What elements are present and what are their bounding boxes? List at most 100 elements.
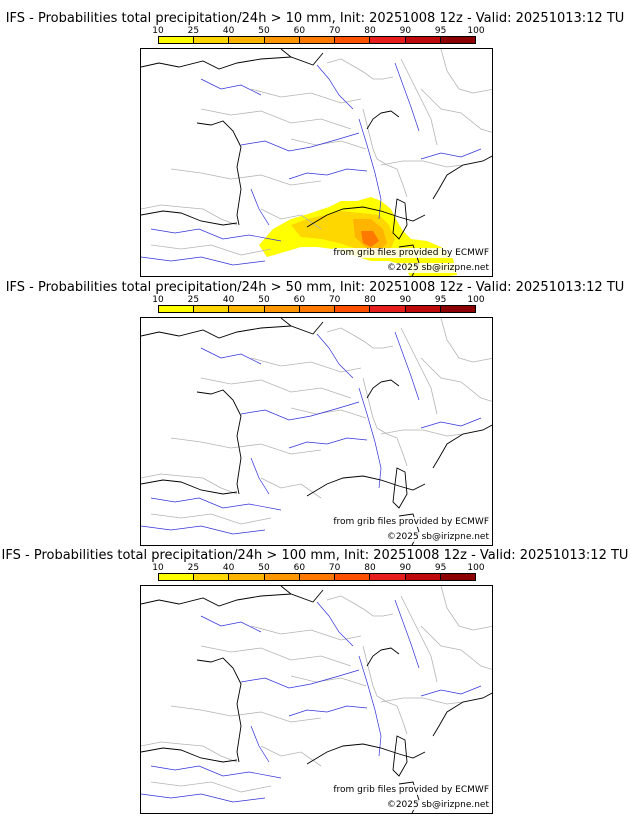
map-border-line <box>200 377 352 399</box>
map-river-line <box>200 615 262 633</box>
scale-tick-label: 25 <box>187 295 200 305</box>
map-coastline <box>392 198 408 240</box>
scale-swatch <box>229 37 265 43</box>
map-svg <box>141 49 492 276</box>
map-coastline <box>141 747 238 763</box>
map-border-line <box>400 327 438 415</box>
map-coastline <box>392 735 408 777</box>
map-coastline <box>141 52 324 70</box>
map-border-line <box>290 138 367 150</box>
map-border-line <box>420 357 492 402</box>
scale-tick-label: 95 <box>434 295 447 305</box>
map-border-line <box>170 437 322 455</box>
map-coastline <box>280 318 292 327</box>
scale-tick-label: 40 <box>222 295 235 305</box>
map-coastline <box>141 589 324 607</box>
panel-3-map: from grib files provided by ECMWF ©2025 … <box>140 585 493 814</box>
scale-swatch <box>194 306 230 312</box>
map-border-line <box>400 58 438 146</box>
map-border-line <box>400 595 438 683</box>
scale-tick-label: 10 <box>152 26 164 36</box>
map-coastline <box>306 475 426 497</box>
scale-swatch <box>440 306 475 312</box>
scale-tick-label: 50 <box>258 26 270 36</box>
map-river-line <box>240 669 360 689</box>
scale-swatch <box>370 306 406 312</box>
map-river-line <box>250 188 270 226</box>
scale-bar <box>158 573 476 581</box>
map-river-line <box>316 64 354 110</box>
map-river-line <box>141 256 266 266</box>
scale-swatch <box>264 306 300 312</box>
map-coastline <box>196 657 242 763</box>
map-river-line <box>250 725 270 763</box>
map-border-line <box>170 168 322 186</box>
scale-swatch <box>440 37 475 43</box>
scale-tick-label: 70 <box>328 26 341 36</box>
precip-area <box>361 231 379 247</box>
map-river-line <box>200 347 262 365</box>
map-coastline <box>280 49 292 58</box>
map-border-line <box>141 204 238 226</box>
map-river-line <box>358 118 382 220</box>
scale-swatch <box>159 574 195 580</box>
scale-bar <box>158 36 476 44</box>
scale-bar <box>158 305 476 313</box>
panel-2-color-scale: 10 25 40 50 60 70 80 90 95 100 <box>152 295 485 313</box>
scale-tick-label: 90 <box>399 295 412 305</box>
scale-tick-label: 40 <box>222 563 235 573</box>
map-coastline <box>432 424 492 469</box>
scale-tick-label: 70 <box>328 295 341 305</box>
scale-tick-label: 50 <box>258 295 270 305</box>
map-coastline <box>306 743 426 765</box>
map-river-line <box>250 457 270 495</box>
map-border-line <box>362 645 408 735</box>
map-border-line <box>440 318 492 363</box>
map-river-line <box>288 168 368 180</box>
scale-swatch <box>370 37 406 43</box>
scale-tick-label: 40 <box>222 26 235 36</box>
map-coastline <box>196 120 242 226</box>
map-river-line <box>150 228 282 242</box>
copyright-credit: ©2025 sb@irizpne.net <box>386 532 489 542</box>
map-river-line <box>394 331 420 401</box>
map-border-line <box>440 586 492 631</box>
scale-swatch <box>299 574 336 580</box>
map-border-line <box>141 473 238 495</box>
map-river-line <box>240 132 360 152</box>
map-coastline <box>392 467 408 509</box>
scale-labels: 10 25 40 50 60 70 80 90 95 100 <box>152 563 484 573</box>
map-border-line <box>260 208 322 230</box>
map-coastline <box>306 206 426 228</box>
scale-swatch <box>229 306 265 312</box>
scale-tick-label: 80 <box>364 295 376 305</box>
scale-swatch <box>370 574 406 580</box>
panel-1-title: IFS - Probabilities total precipitation/… <box>5 11 625 26</box>
map-river-line <box>316 333 354 379</box>
map-coastline <box>432 692 492 737</box>
scale-swatch <box>264 37 300 43</box>
scale-swatch <box>194 37 230 43</box>
copyright-credit: ©2025 sb@irizpne.net <box>386 263 489 273</box>
scale-tick-label: 25 <box>187 563 200 573</box>
map-river-line <box>420 685 482 697</box>
map-border-line <box>250 88 362 104</box>
scale-swatch <box>335 574 371 580</box>
scale-swatch <box>405 306 441 312</box>
scale-tick-label: 60 <box>293 295 306 305</box>
map-river-line <box>358 387 382 489</box>
map-river-line <box>150 497 282 511</box>
scale-labels: 10 25 40 50 60 70 80 90 95 100 <box>152 295 484 305</box>
map-border-line <box>326 58 394 80</box>
scale-tick-label: 60 <box>293 563 306 573</box>
scale-tick-label: 25 <box>187 26 200 36</box>
scale-tick-label: 95 <box>434 26 447 36</box>
map-border-line <box>420 625 492 670</box>
map-coastline <box>366 379 400 399</box>
map-border-line <box>290 407 367 419</box>
panel-1-map: from grib files provided by ECMWF ©2025 … <box>140 48 493 277</box>
map-border-line <box>170 705 322 723</box>
map-river-line <box>288 437 368 449</box>
map-border-line <box>326 327 394 349</box>
scale-swatch <box>440 574 475 580</box>
